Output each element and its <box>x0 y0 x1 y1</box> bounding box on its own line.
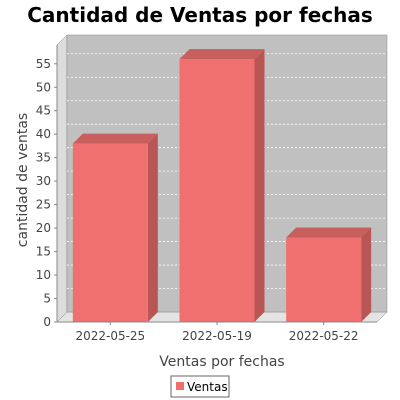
bar-side <box>148 134 158 322</box>
y-axis-label: cantidad de ventas <box>15 113 31 247</box>
legend-swatch-ventas <box>176 382 184 390</box>
y-tick-label: 30 <box>36 174 51 188</box>
y-tick-label: 45 <box>36 104 51 118</box>
bar-front <box>73 144 148 322</box>
y-axis-ticks: 0 5 10 15 20 25 30 35 40 45 50 55 <box>36 57 57 329</box>
x-tick-label: 2022-05-19 <box>182 329 252 343</box>
bar-2022-05-19 <box>180 49 265 322</box>
x-tick-label: 2022-05-25 <box>75 329 145 343</box>
bar-side <box>255 49 265 322</box>
bar-side <box>361 227 371 322</box>
bar-2022-05-25 <box>73 134 158 322</box>
y-tick-label: 10 <box>36 268 51 282</box>
plot-left-wall <box>57 35 67 322</box>
y-tick-label: 15 <box>36 245 51 259</box>
y-tick-label: 20 <box>36 221 51 235</box>
y-tick-label: 0 <box>43 315 51 329</box>
x-axis-label: Ventas por fechas <box>159 354 284 370</box>
legend: Ventas <box>171 376 229 397</box>
bar-front <box>180 59 255 322</box>
y-tick-label: 5 <box>43 292 51 306</box>
x-axis-ticks: 2022-05-25 2022-05-19 2022-05-22 <box>75 322 358 343</box>
bar-top <box>73 134 158 144</box>
bar-front <box>286 237 361 322</box>
bar-top <box>180 49 265 59</box>
bar-2022-05-22 <box>286 227 371 322</box>
y-tick-label: 40 <box>36 127 51 141</box>
legend-label-ventas: Ventas <box>187 380 228 394</box>
y-tick-label: 35 <box>36 151 51 165</box>
y-tick-label: 55 <box>36 57 51 71</box>
bar-top <box>286 227 371 237</box>
x-tick-label: 2022-05-22 <box>289 329 359 343</box>
y-tick-label: 25 <box>36 198 51 212</box>
y-tick-label: 50 <box>36 80 51 94</box>
chart-title: Cantidad de Ventas por fechas <box>27 3 373 27</box>
